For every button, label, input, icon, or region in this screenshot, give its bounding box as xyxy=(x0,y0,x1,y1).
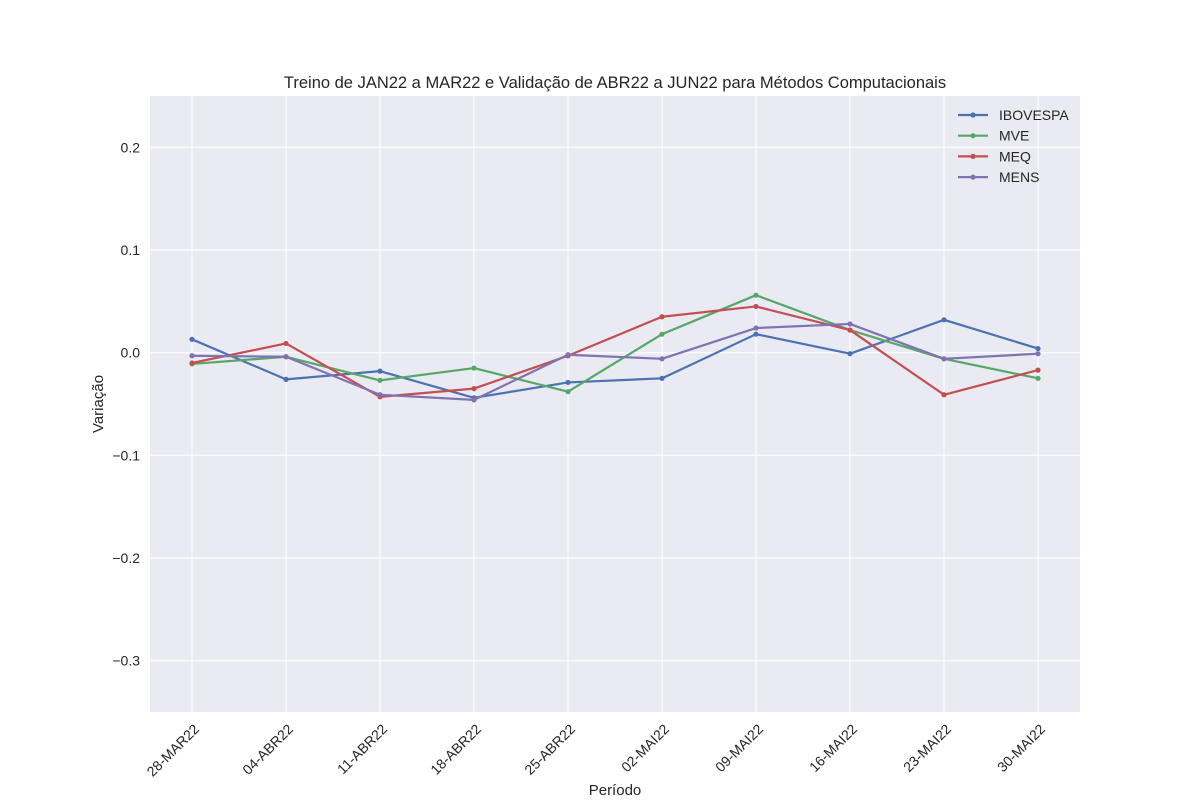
data-point xyxy=(847,321,853,327)
legend-label: IBOVESPA xyxy=(999,107,1069,123)
legend-marker xyxy=(970,174,976,180)
legend-label: MENS xyxy=(999,169,1039,185)
legend-label: MVE xyxy=(999,128,1029,144)
chart-title: Treino de JAN22 a MAR22 e Validação de A… xyxy=(284,74,946,92)
series-lines xyxy=(189,292,1041,403)
data-point xyxy=(565,389,571,395)
x-tick-label: 09-MAI22 xyxy=(712,721,766,775)
data-point xyxy=(659,331,665,337)
y-tick-label: −0.1 xyxy=(112,447,140,463)
data-point xyxy=(753,303,759,310)
x-tick-label: 30-MAI22 xyxy=(994,721,1048,775)
data-point xyxy=(565,352,571,358)
data-point xyxy=(283,354,289,360)
data-point xyxy=(941,356,947,362)
y-tick-label: 0.1 xyxy=(121,242,141,258)
y-tick-label: −0.3 xyxy=(112,653,140,669)
y-tick-label: −0.2 xyxy=(112,550,140,566)
y-tick-labels: 0.2 0.1 0.0 −0.1 −0.2 −0.3 xyxy=(112,139,140,668)
data-point xyxy=(283,376,289,382)
data-point xyxy=(189,353,195,359)
data-point xyxy=(753,325,759,331)
data-point xyxy=(471,397,477,403)
data-point xyxy=(471,386,477,392)
data-point xyxy=(1035,345,1041,352)
legend-label: MEQ xyxy=(999,148,1031,164)
x-tick-label: 28-MAR22 xyxy=(143,721,202,780)
data-point xyxy=(377,368,383,374)
legend-marker xyxy=(970,133,976,139)
series-line xyxy=(190,322,1040,401)
data-point xyxy=(847,327,853,333)
x-tick-label: 04-ABR22 xyxy=(239,721,296,778)
data-point xyxy=(753,292,759,298)
data-point xyxy=(1035,367,1041,373)
x-tick-label: 23-MAI22 xyxy=(900,721,954,775)
series-line xyxy=(190,294,1040,393)
data-point xyxy=(1035,351,1041,357)
data-point xyxy=(1035,375,1041,381)
series-line xyxy=(190,305,1040,398)
legend: IBOVESPA MVE MEQ MENS xyxy=(958,107,1069,185)
x-tick-labels: 28-MAR22 04-ABR22 11-ABR22 18-ABR22 25-ABR22… xyxy=(143,721,1048,780)
data-point xyxy=(659,356,665,362)
data-point xyxy=(189,360,195,366)
data-point xyxy=(659,314,665,320)
plot-background xyxy=(150,96,1080,712)
data-point xyxy=(941,392,947,398)
data-point xyxy=(565,379,571,386)
legend-marker xyxy=(970,153,976,159)
x-tick-label: 18-ABR22 xyxy=(427,721,484,778)
legend-marker xyxy=(970,112,976,118)
data-point xyxy=(283,340,289,347)
data-point xyxy=(659,375,665,381)
x-tick-label: 16-MAI22 xyxy=(806,721,860,775)
y-axis-label: Variação xyxy=(90,375,107,433)
x-tick-label: 02-MAI22 xyxy=(618,721,672,775)
x-tick-label: 11-ABR22 xyxy=(334,721,390,777)
data-point xyxy=(377,377,383,383)
data-point xyxy=(471,365,477,371)
x-tick-label: 25-ABR22 xyxy=(521,721,578,778)
y-tick-label: 0.0 xyxy=(121,345,141,361)
data-point xyxy=(753,331,759,337)
data-point xyxy=(189,336,195,342)
x-axis-label: Período xyxy=(589,782,642,799)
y-tick-label: 0.2 xyxy=(121,139,141,155)
data-point xyxy=(941,317,947,323)
data-point xyxy=(377,392,383,398)
data-point xyxy=(847,351,853,357)
